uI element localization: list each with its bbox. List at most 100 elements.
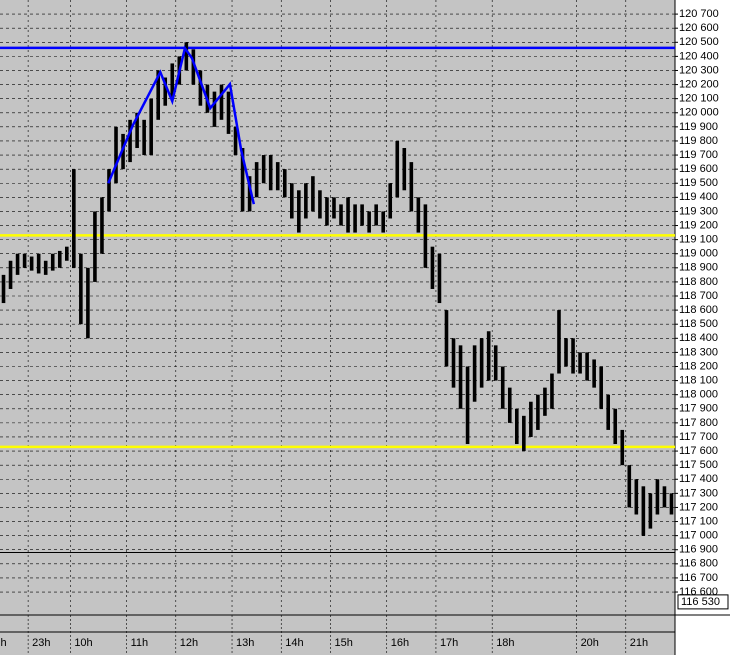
y-tick-label: 118 600 — [679, 304, 718, 316]
y-tick-label: 117 000 — [679, 530, 718, 542]
bar — [381, 211, 386, 233]
x-tick-label: 11h — [131, 637, 149, 649]
x-tick-label: 12h — [180, 637, 198, 649]
bar — [219, 84, 224, 120]
y-tick-label: 119 900 — [679, 121, 718, 133]
marks — [0, 42, 729, 610]
bar — [493, 345, 498, 381]
bar — [536, 394, 540, 430]
bar — [374, 204, 378, 226]
bar — [564, 338, 568, 367]
y-tick-label: 117 700 — [679, 431, 718, 443]
bar — [184, 42, 189, 71]
y-tick-label: 120 500 — [679, 36, 719, 48]
bar — [100, 197, 104, 254]
y-tick-label: 118 500 — [679, 318, 718, 330]
y-tick-label: 120 300 — [679, 64, 719, 76]
y-tick-label: 119 700 — [679, 149, 718, 161]
bar — [297, 190, 301, 233]
bar — [114, 126, 118, 184]
y-tick-label: 116 800 — [679, 558, 718, 570]
bar — [311, 176, 315, 212]
bar — [522, 415, 526, 452]
x-tick-label: 20h — [581, 637, 599, 649]
grid — [0, 0, 678, 655]
bar — [669, 493, 674, 515]
bar — [402, 148, 407, 191]
bar — [332, 197, 336, 219]
bar — [22, 253, 27, 268]
bar — [451, 338, 456, 388]
bar — [557, 310, 561, 374]
bar — [500, 366, 505, 409]
y-tick-label: 119 600 — [679, 163, 718, 175]
y-tick-label: 118 800 — [679, 276, 718, 288]
bar — [198, 70, 203, 106]
bar — [15, 253, 20, 275]
bar — [268, 155, 273, 191]
y-tick-label: 117 600 — [679, 445, 718, 457]
bar — [486, 331, 491, 381]
bar — [423, 204, 428, 268]
bar — [43, 260, 48, 275]
y-tick-label: 120 600 — [679, 22, 719, 34]
y-tick-label: 117 100 — [679, 515, 718, 527]
bar — [353, 204, 357, 233]
y-tick-label: 118 200 — [679, 360, 718, 372]
y-tick-label: 118 300 — [679, 346, 718, 358]
bar — [86, 267, 90, 339]
bar — [240, 148, 245, 212]
bar — [388, 183, 393, 219]
y-tick-label: 116 900 — [679, 544, 718, 556]
y-tick-label: 117 800 — [679, 417, 718, 429]
bar — [233, 126, 238, 156]
bar — [1, 274, 6, 304]
bar — [613, 408, 618, 445]
bar — [606, 394, 611, 430]
bar — [409, 162, 414, 212]
bar — [107, 169, 111, 212]
y-tick-label: 118 700 — [679, 290, 718, 302]
y-tick-label: 119 800 — [679, 135, 718, 147]
bar — [641, 486, 646, 536]
bar — [346, 197, 350, 233]
bar — [128, 119, 132, 163]
bar — [507, 387, 512, 423]
x-tick-label: h — [0, 637, 6, 649]
bar — [458, 345, 463, 409]
bar — [627, 465, 632, 508]
y-tick-label: 116 600 — [679, 586, 718, 598]
y-tick-label: 119 000 — [679, 248, 718, 260]
x-tick-label: 14h — [285, 637, 303, 649]
bar — [8, 260, 13, 289]
y-tick-label: 118 000 — [679, 389, 718, 401]
x-tick-label: 13h — [236, 637, 254, 649]
bar — [529, 401, 533, 437]
bar — [282, 169, 287, 198]
plot-area — [0, 0, 675, 615]
bar — [36, 253, 41, 274]
bar — [163, 77, 168, 106]
y-tick-label: 117 900 — [679, 403, 718, 415]
y-tick-label: 120 200 — [679, 78, 719, 90]
bar — [72, 169, 76, 268]
bar — [444, 310, 449, 367]
y-tick-label: 119 500 — [679, 177, 718, 189]
bar — [620, 429, 625, 466]
y-tick-label: 120 700 — [679, 8, 719, 20]
x-axis-strip — [0, 615, 675, 655]
y-tick-label: 116 700 — [679, 572, 718, 584]
y-tick-label: 119 200 — [679, 219, 718, 231]
bar — [514, 408, 519, 445]
bar — [430, 246, 435, 289]
y-tick-label: 117 500 — [679, 459, 718, 471]
y-tick-label: 117 400 — [679, 473, 718, 485]
bar — [465, 366, 470, 445]
bar — [437, 253, 442, 304]
bar — [191, 49, 196, 85]
bar — [254, 162, 259, 198]
bar — [170, 63, 175, 99]
bar — [226, 91, 231, 134]
x-tick-label: 21h — [630, 637, 648, 649]
